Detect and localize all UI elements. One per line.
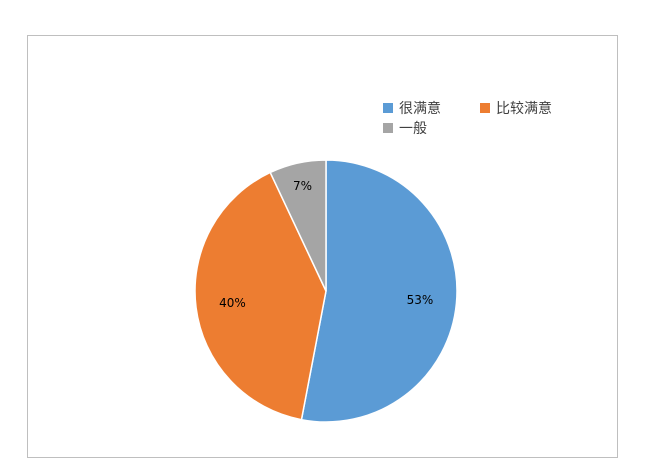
legend-swatch [383, 123, 393, 133]
data-label: 53% [407, 293, 434, 307]
pie-slice [194, 171, 327, 421]
legend-swatch [383, 103, 393, 113]
data-label: 40% [219, 296, 246, 310]
legend-label: 很满意 [399, 101, 441, 117]
legend-swatch [480, 103, 490, 113]
data-label: 7% [293, 179, 312, 193]
legend-item: 很满意 [383, 98, 441, 118]
legend-item: 一般 [383, 118, 427, 138]
legend-label: 一般 [399, 121, 427, 137]
pie-slice [300, 159, 458, 423]
pie-slice [269, 159, 327, 292]
legend-item: 比较满意 [480, 98, 552, 118]
legend-label: 比较满意 [496, 101, 552, 117]
chart-area [27, 35, 618, 458]
